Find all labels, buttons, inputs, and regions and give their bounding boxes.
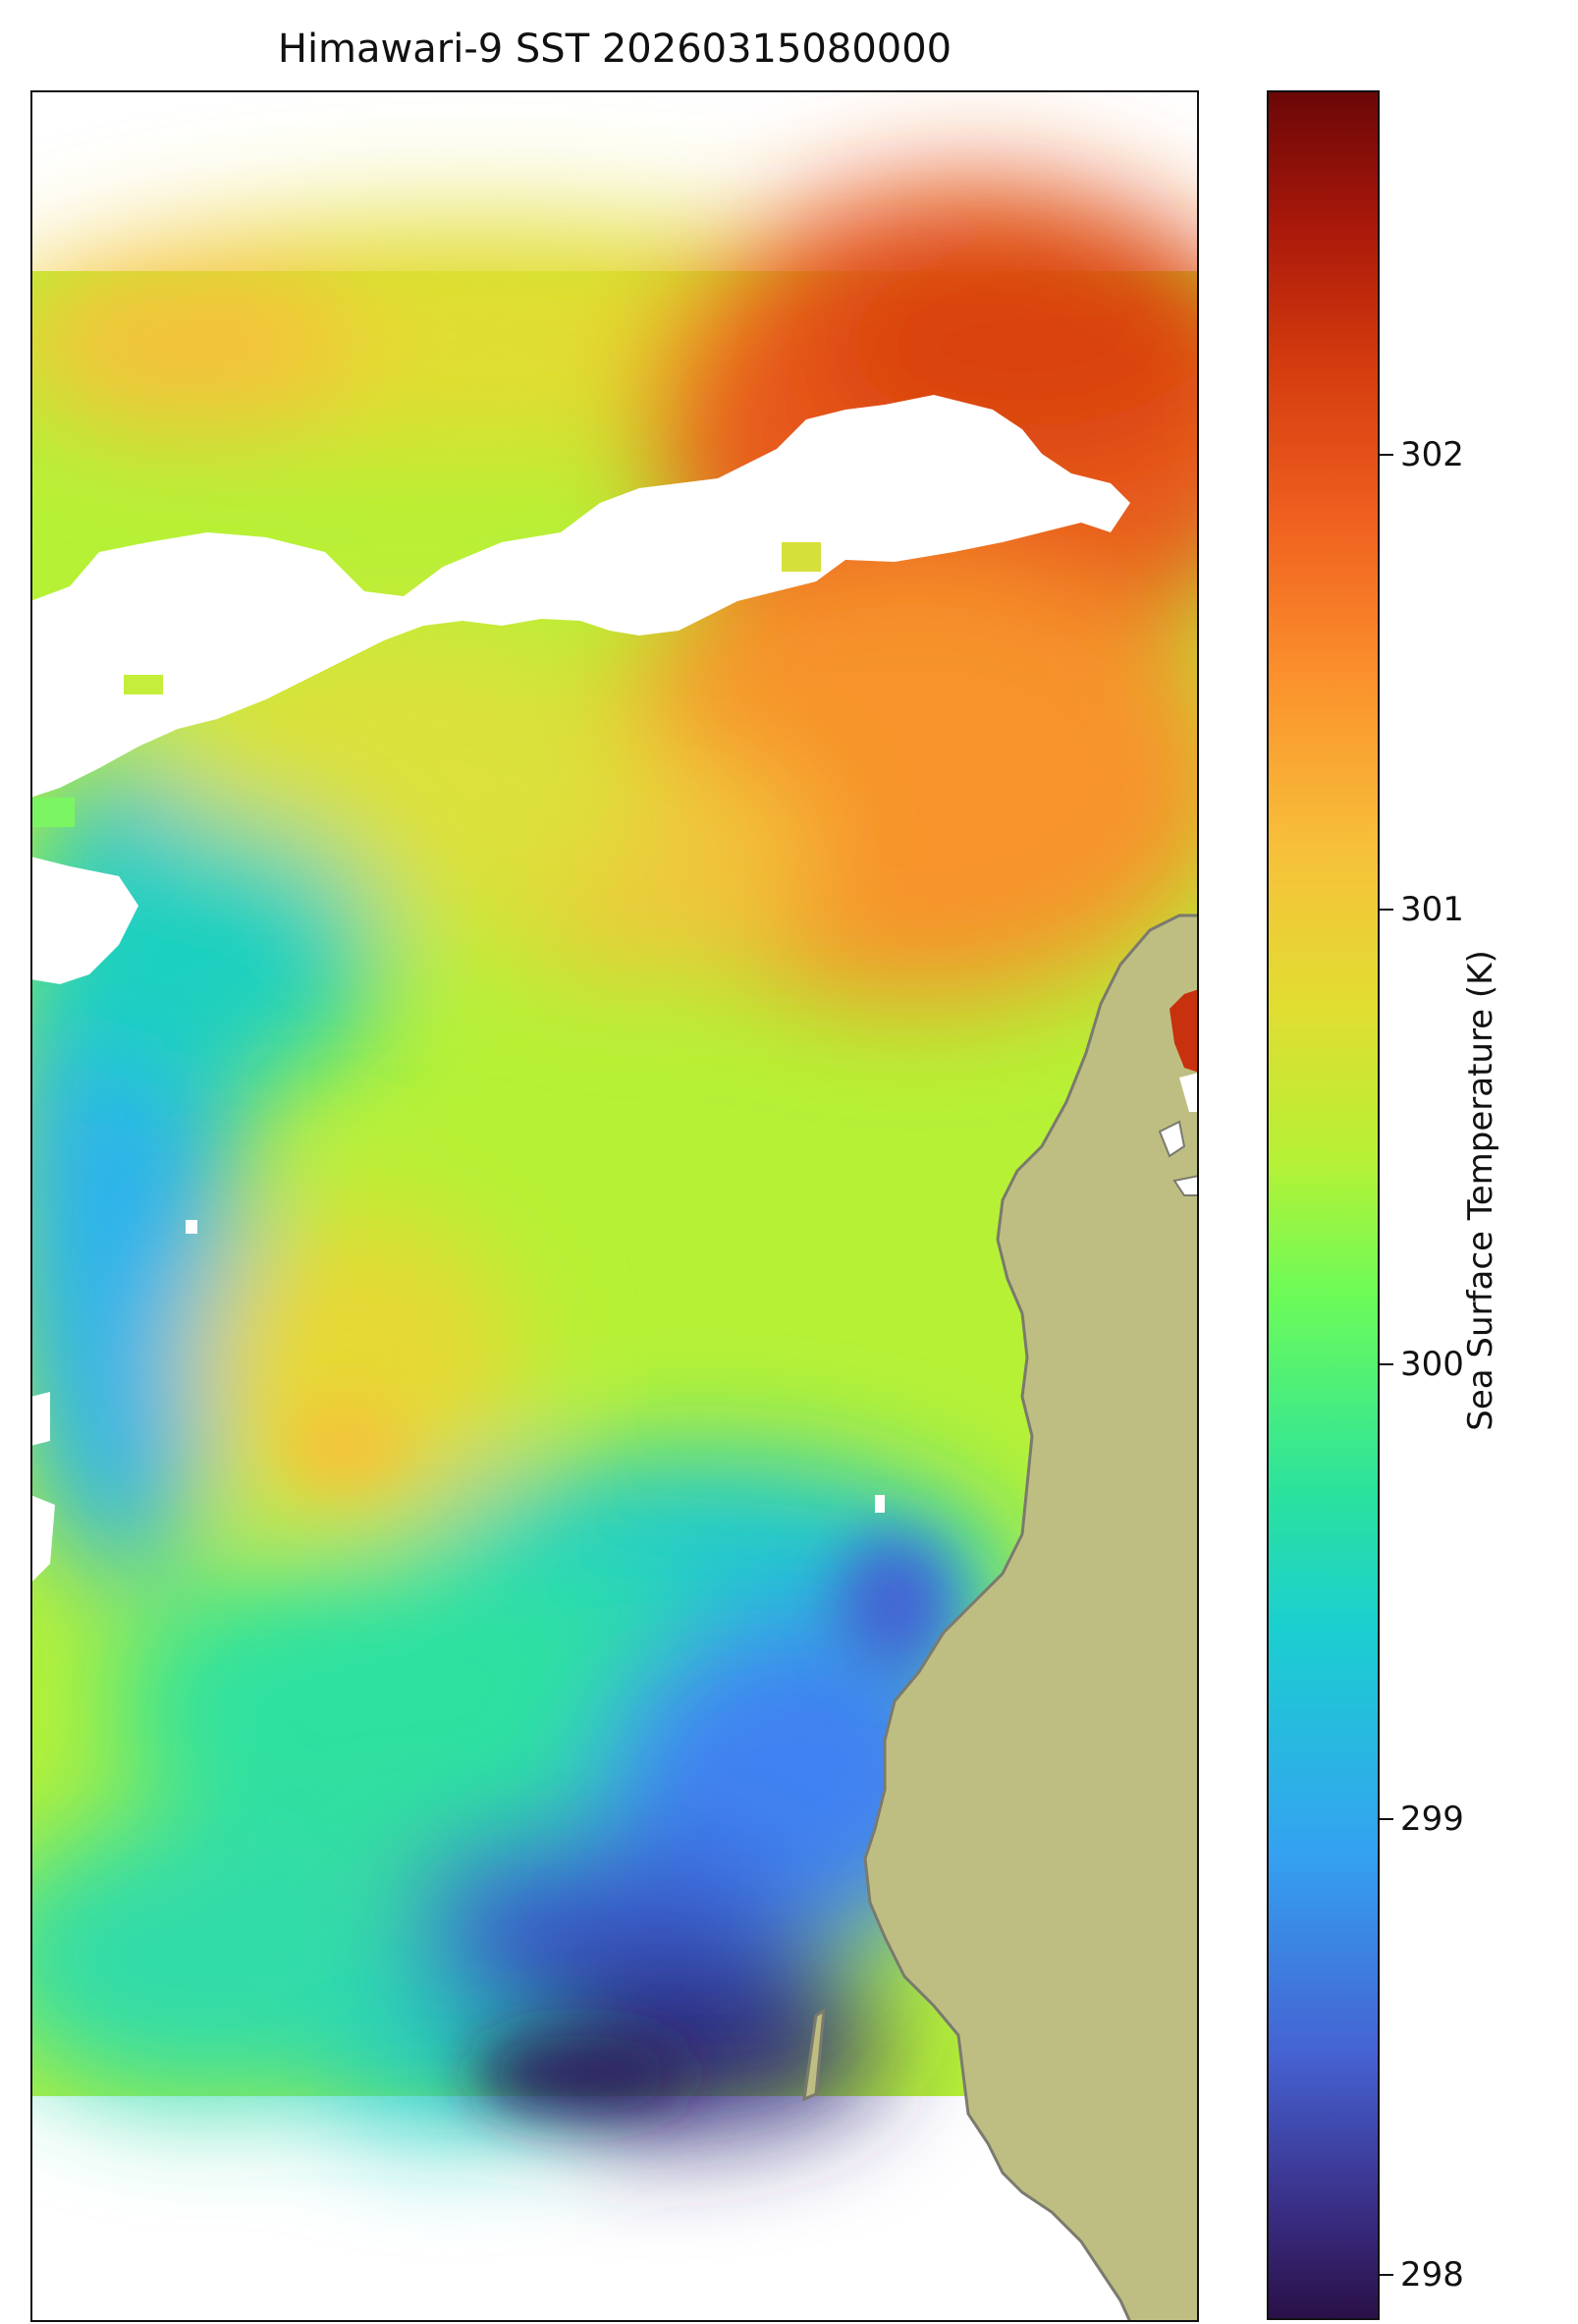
colorbar-tick-label-301: 301 xyxy=(1400,889,1464,929)
colorbar-tick-label-302: 302 xyxy=(1400,434,1464,474)
colorbar: 298 299 300 301 302 xyxy=(1267,90,1464,2322)
colorbar-tick-302 xyxy=(1380,453,1393,456)
sst-field xyxy=(30,179,1199,2133)
land xyxy=(802,913,1199,2322)
cloud-mask-holes xyxy=(30,542,821,827)
colorbar-gradient xyxy=(1267,90,1380,2320)
cloud-mask xyxy=(30,395,1130,1583)
colorbar-tick-label-299: 299 xyxy=(1400,1799,1464,1840)
sst-map xyxy=(30,90,1199,2322)
colorbar-tick-label-298: 298 xyxy=(1400,2254,1464,2295)
colorbar-tick-299 xyxy=(1380,1818,1393,1821)
map-title: Himawari-9 SST 20260315080000 xyxy=(277,27,952,72)
island xyxy=(802,2008,826,2102)
map-frame xyxy=(30,90,1199,2322)
colorbar-tick-301 xyxy=(1380,908,1393,911)
colorbar-tick-300 xyxy=(1380,1363,1393,1366)
colorbar-tick-298 xyxy=(1380,2273,1393,2276)
colorbar-tick-label-300: 300 xyxy=(1400,1345,1464,1385)
colorbar-label: Sea Surface Temperature (K) xyxy=(1461,950,1500,1431)
